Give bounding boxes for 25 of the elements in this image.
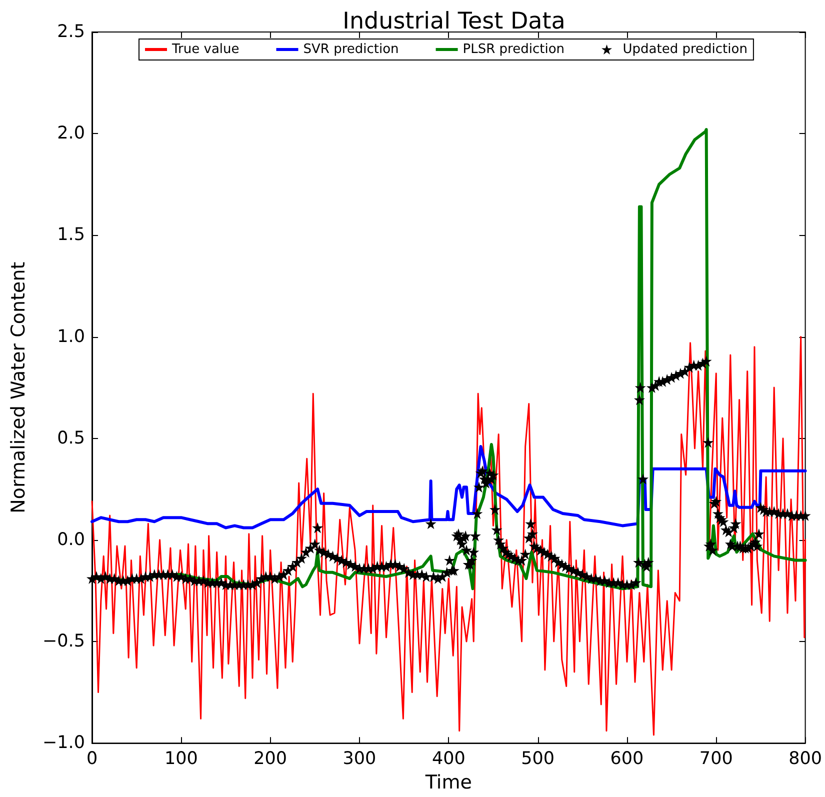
y-tick-label: −0.5: [42, 632, 85, 652]
x-tick-label: 500: [521, 749, 555, 770]
x-tick-label: 800: [788, 749, 822, 770]
y-tick-label: 1.5: [57, 225, 85, 246]
legend-label: True value: [171, 42, 240, 57]
y-axis-title: Normalized Water Content: [8, 262, 30, 514]
line-series: [90, 444, 807, 530]
chart-title: Industrial Test Data: [342, 8, 566, 34]
y-tick-label: 1.0: [57, 326, 85, 347]
y-tick-label: 0.5: [57, 428, 85, 448]
x-tick-label: 400: [432, 749, 466, 770]
x-axis-title: Time: [424, 772, 472, 794]
legend-label: SVR prediction: [303, 42, 399, 57]
x-tick-label: 0: [86, 749, 98, 770]
x-tick-label: 700: [699, 749, 733, 770]
legend-label: Updated prediction: [622, 42, 748, 57]
x-tick-label: 200: [254, 749, 288, 770]
y-tick-label: 2.5: [57, 22, 85, 42]
y-tick-label: −1.0: [42, 733, 85, 754]
x-tick-label: 100: [164, 749, 198, 770]
y-tick-label: 2.0: [57, 124, 85, 144]
x-tick-label: 600: [610, 749, 644, 770]
y-tick-label: 0.0: [57, 530, 85, 550]
legend-label: PLSR prediction: [462, 42, 565, 57]
x-tick-label: 300: [342, 749, 376, 770]
